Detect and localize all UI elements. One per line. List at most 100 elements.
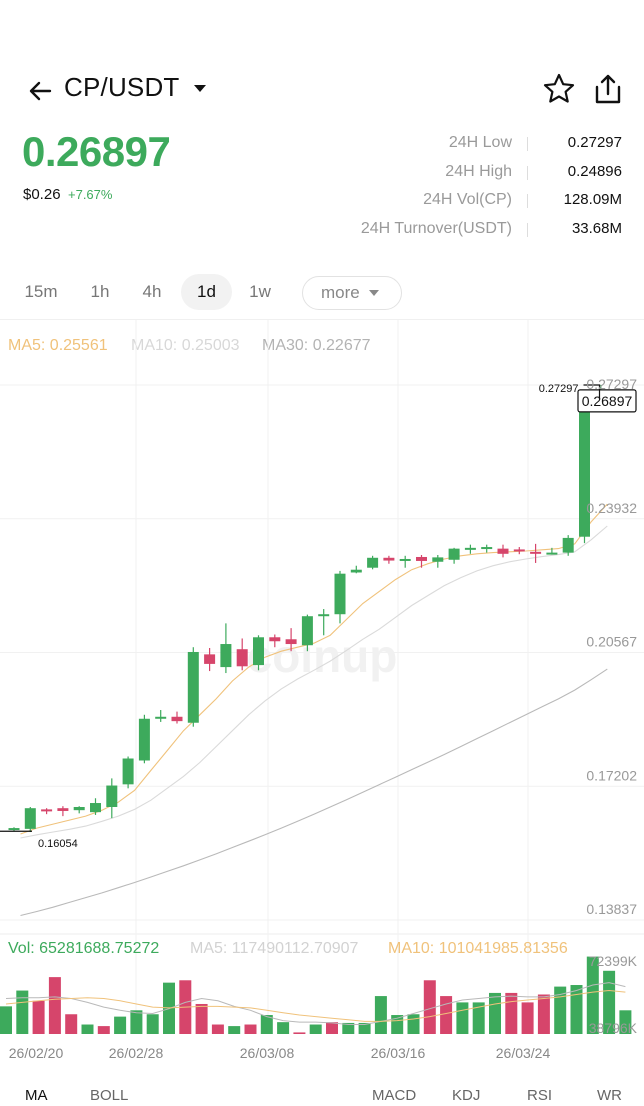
volume-bar bbox=[16, 990, 29, 1034]
volume-bar bbox=[97, 1026, 110, 1034]
max-price-label: 0.27297 bbox=[539, 383, 579, 395]
candle-body bbox=[236, 649, 248, 667]
volume-bar bbox=[81, 1024, 94, 1034]
ma5-line bbox=[20, 503, 608, 835]
candle-body bbox=[432, 557, 444, 562]
stat-label: 24H Low bbox=[448, 134, 512, 151]
candle-body bbox=[530, 551, 542, 554]
ma30-line bbox=[20, 668, 608, 917]
volume-legend: Vol: 65281688.75272 bbox=[8, 940, 160, 957]
date-axis-label: 26/03/16 bbox=[371, 1045, 426, 1061]
share-icon[interactable] bbox=[592, 72, 624, 106]
stat-value: 33.68M bbox=[571, 219, 622, 237]
last-price: 0.26897 bbox=[22, 128, 171, 175]
candle-body bbox=[253, 637, 264, 666]
tab-4h[interactable]: 4h bbox=[142, 282, 162, 301]
candle-body bbox=[204, 654, 216, 664]
max-marker bbox=[583, 384, 601, 399]
stat-label: 24H Turnover(USDT) bbox=[360, 219, 512, 237]
star-icon[interactable] bbox=[542, 72, 576, 106]
stat-divider bbox=[527, 222, 528, 237]
more-intervals-button[interactable]: more bbox=[302, 276, 402, 310]
price-axis-label: 0.13837 bbox=[586, 901, 637, 917]
volume-bar bbox=[440, 996, 453, 1034]
candle-body bbox=[57, 808, 69, 811]
divider bbox=[0, 319, 644, 320]
candle-body bbox=[122, 758, 134, 785]
ma5-legend: MA5: 0.25561 bbox=[8, 337, 108, 354]
candle-body bbox=[90, 803, 101, 813]
stat-value: 0.27297 bbox=[567, 134, 622, 151]
candle-body bbox=[383, 557, 395, 561]
tab-1d[interactable]: 1d bbox=[181, 274, 232, 310]
candle-body bbox=[497, 548, 509, 554]
volume-bar bbox=[374, 996, 387, 1034]
volume-ma10-legend: MA10: 101041985.81356 bbox=[388, 940, 568, 957]
candle-body bbox=[285, 639, 297, 645]
indicator-macd[interactable]: MACD bbox=[372, 1087, 417, 1104]
candle-body bbox=[546, 552, 558, 555]
chart-grid bbox=[0, 320, 644, 1034]
indicator-wr[interactable]: WR bbox=[597, 1087, 622, 1104]
candle-body bbox=[8, 828, 20, 831]
price-axis-label: 0.17202 bbox=[586, 767, 637, 783]
ma-lines bbox=[20, 503, 608, 917]
candle-body bbox=[155, 716, 167, 719]
date-axis-label: 26/03/24 bbox=[496, 1045, 551, 1061]
min-price-label: 0.16054 bbox=[38, 838, 78, 850]
volume-bar bbox=[456, 1002, 469, 1034]
volume-bar bbox=[407, 1014, 420, 1034]
candles bbox=[8, 384, 607, 833]
stat-label: 24H High bbox=[445, 162, 512, 180]
volume-bar bbox=[554, 986, 567, 1034]
candle-body bbox=[448, 548, 460, 560]
price-axis: 0.27297 0.23932 0.20567 0.17202 0.13837 bbox=[586, 376, 637, 917]
volume-bar bbox=[0, 1006, 12, 1034]
indicator-kdj[interactable]: KDJ bbox=[452, 1087, 481, 1104]
stat-label: 24H Vol(CP) bbox=[423, 191, 512, 208]
candle-body bbox=[579, 403, 590, 537]
volume-axis-label: 72399K bbox=[589, 953, 638, 969]
caret-down-icon[interactable] bbox=[190, 78, 210, 98]
pair-title[interactable]: CP/USDT bbox=[64, 72, 180, 102]
volume-bar bbox=[489, 992, 501, 1034]
candle-body bbox=[138, 718, 150, 761]
indicator-boll[interactable]: BOLL bbox=[90, 1087, 129, 1104]
candle-body bbox=[350, 569, 362, 573]
volume-bars: 72399K 38796K bbox=[0, 953, 638, 1036]
ma10-line bbox=[20, 525, 608, 839]
volume-bar bbox=[505, 992, 518, 1034]
candle-body bbox=[269, 637, 281, 642]
volume-bar bbox=[603, 970, 616, 1034]
volume-bar bbox=[146, 1014, 159, 1034]
volume-bar bbox=[570, 985, 583, 1034]
volume-bar bbox=[586, 956, 599, 1034]
back-arrow-icon[interactable] bbox=[26, 76, 56, 106]
ma30-legend: MA30: 0.22677 bbox=[262, 337, 371, 354]
date-axis-label: 26/03/08 bbox=[240, 1045, 295, 1061]
candle-body bbox=[334, 573, 346, 615]
volume-bar bbox=[130, 1010, 143, 1034]
volume-bar bbox=[326, 1022, 338, 1034]
caret-down-icon bbox=[369, 290, 379, 296]
date-axis-label: 26/02/28 bbox=[109, 1045, 164, 1061]
volume-bar bbox=[309, 1024, 322, 1034]
tab-15m[interactable]: 15m bbox=[24, 282, 58, 301]
volume-bar bbox=[114, 1016, 127, 1034]
ma10-legend: MA10: 0.25003 bbox=[131, 337, 240, 354]
volume-bar bbox=[423, 980, 436, 1034]
volume-bar bbox=[65, 1014, 78, 1034]
volume-bar bbox=[472, 1002, 485, 1034]
volume-axis-label: 38796K bbox=[589, 1020, 638, 1036]
interval-tabs: 15m 1h 4h 1d 1w more bbox=[0, 274, 644, 314]
indicator-rsi[interactable]: RSI bbox=[527, 1087, 553, 1104]
indicator-ma[interactable]: MA bbox=[25, 1087, 48, 1104]
tab-1w[interactable]: 1w bbox=[249, 282, 271, 301]
volume-bar bbox=[358, 1022, 371, 1034]
tab-1h[interactable]: 1h bbox=[90, 282, 110, 301]
candle-body bbox=[187, 651, 199, 723]
ticker-stats: 24H Low 0.27297 24H High 0.24896 24H Vol… bbox=[322, 134, 622, 248]
volume-bar bbox=[521, 1002, 534, 1034]
